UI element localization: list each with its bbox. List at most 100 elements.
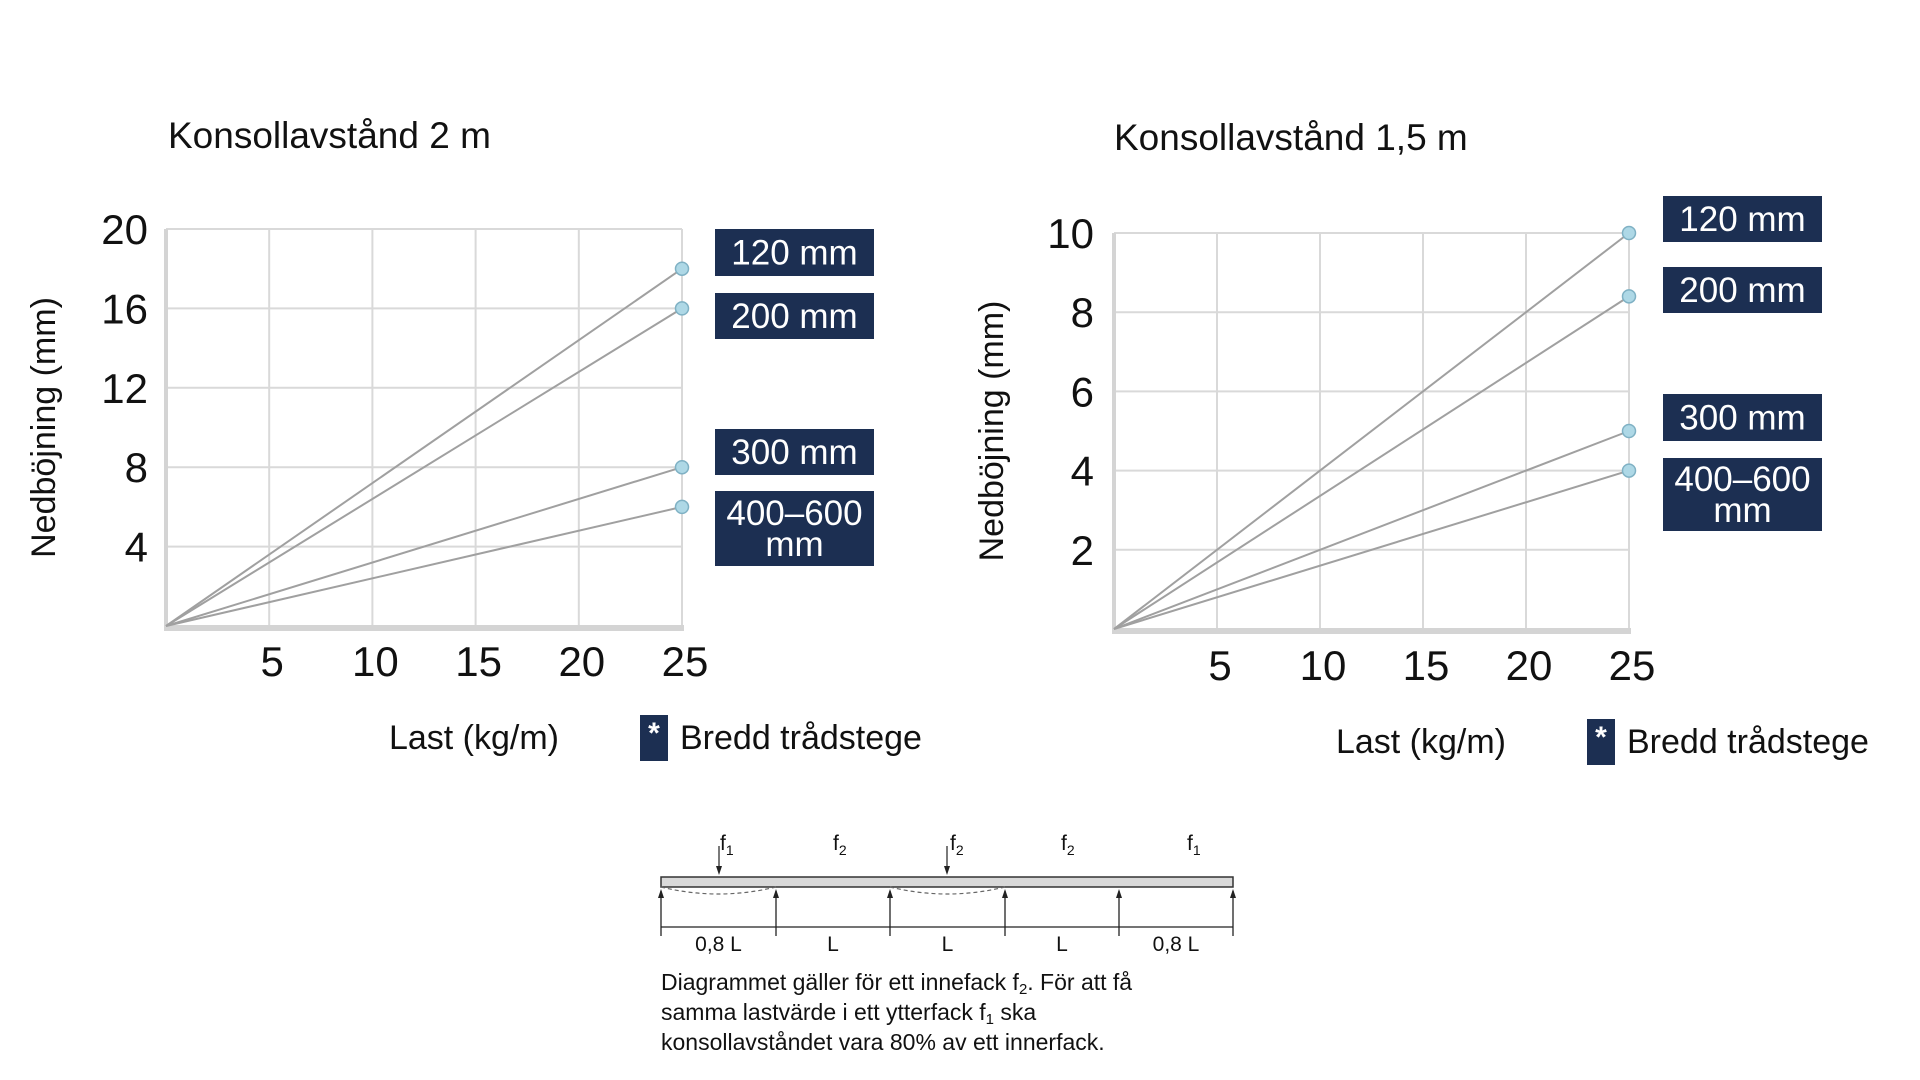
series-end-marker bbox=[674, 261, 690, 276]
series-label: 120 mm bbox=[1679, 200, 1805, 239]
footnote-text: Bredd trådstege bbox=[1627, 723, 1869, 761]
load-label: f1 bbox=[1187, 832, 1201, 858]
x-tick-label: 20 bbox=[558, 638, 605, 685]
series-label: 400–600 bbox=[726, 494, 862, 533]
series-label-box bbox=[715, 491, 874, 566]
series-label-box bbox=[715, 229, 874, 276]
footnote-marker-box bbox=[640, 715, 668, 761]
support-arrow-icon bbox=[887, 889, 893, 898]
chart-title: Konsollavstånd 1,5 m bbox=[1114, 117, 1468, 158]
y-tick-label: 10 bbox=[1047, 210, 1094, 257]
footnote-marker-box bbox=[1587, 719, 1615, 765]
chart-title: Konsollavstånd 2 m bbox=[168, 115, 491, 156]
y-axis-label: Nedböjning (mm) bbox=[25, 297, 63, 558]
series-line bbox=[1113, 295, 1630, 630]
load-label: f1 bbox=[720, 832, 734, 858]
x-tick-label: 10 bbox=[352, 638, 399, 685]
y-tick-label: 8 bbox=[125, 444, 148, 491]
series-end-marker bbox=[1621, 225, 1637, 241]
y-tick-label: 4 bbox=[1071, 448, 1094, 495]
x-tick-label: 5 bbox=[1208, 642, 1231, 689]
x-tick-label: 15 bbox=[1403, 642, 1450, 689]
deflection-curve bbox=[660, 886, 777, 895]
asterisk-icon: * bbox=[648, 717, 660, 750]
series-label-box bbox=[715, 429, 874, 475]
series-end-marker bbox=[1621, 463, 1637, 478]
load-label-sub: 1 bbox=[726, 842, 734, 858]
series-label: 120 mm bbox=[731, 234, 857, 273]
load-label: f2 bbox=[833, 832, 847, 858]
support-arrow-icon bbox=[773, 889, 779, 898]
span-label: L bbox=[827, 933, 839, 956]
deflection-curve bbox=[889, 886, 1006, 895]
series-label-box bbox=[1663, 267, 1822, 313]
load-label-base: f bbox=[720, 832, 726, 855]
y-tick-label: 16 bbox=[101, 285, 148, 332]
y-axis-label: Nedböjning (mm) bbox=[973, 301, 1011, 562]
series-label: 200 mm bbox=[1679, 271, 1805, 310]
series-label: 400–600 bbox=[1674, 460, 1810, 499]
span-label: 0,8 L bbox=[695, 933, 742, 956]
load-label-base: f bbox=[950, 832, 956, 855]
note-line-3: konsollavståndet vara 80% av ett innerfa… bbox=[661, 1029, 1105, 1055]
series-label: mm bbox=[1713, 491, 1771, 530]
span-label: L bbox=[1056, 933, 1068, 956]
series-line bbox=[1113, 430, 1630, 630]
note-line-1: Diagrammet gäller för ett innefack f2. F… bbox=[661, 969, 1133, 998]
span-label: L bbox=[942, 933, 954, 956]
x-tick-label: 25 bbox=[1609, 642, 1656, 689]
series-label-box bbox=[1663, 458, 1822, 531]
series-end-marker bbox=[674, 301, 690, 316]
load-label-sub: 2 bbox=[1067, 842, 1075, 858]
y-tick-label: 6 bbox=[1071, 368, 1094, 415]
diagram-note: Diagrammet gäller för ett innefack f2. F… bbox=[661, 967, 1261, 1057]
series-line bbox=[165, 466, 683, 627]
series-label: mm bbox=[765, 525, 823, 564]
y-tick-label: 4 bbox=[125, 524, 148, 571]
load-label: f2 bbox=[1061, 832, 1075, 858]
beam bbox=[660, 876, 1234, 888]
series-line bbox=[165, 505, 683, 627]
support-arrow-icon bbox=[1002, 889, 1008, 898]
support-arrow-icon bbox=[1116, 889, 1122, 898]
x-axis-label: Last (kg/m) bbox=[1336, 723, 1506, 761]
series-line bbox=[1113, 232, 1630, 630]
support-arrow-icon bbox=[1230, 889, 1236, 898]
series-line bbox=[1113, 469, 1630, 630]
series-end-marker bbox=[674, 459, 690, 475]
load-arrow-icon bbox=[716, 866, 722, 875]
y-tick-label: 2 bbox=[1071, 527, 1094, 574]
support-arrow-icon bbox=[658, 889, 664, 898]
series-end-marker bbox=[674, 499, 690, 515]
series-label: 300 mm bbox=[731, 433, 857, 472]
load-label-sub: 2 bbox=[839, 842, 847, 858]
y-tick-label: 8 bbox=[1071, 289, 1094, 336]
series-line bbox=[165, 267, 683, 627]
x-tick-label: 15 bbox=[455, 638, 502, 685]
series-line bbox=[165, 307, 683, 627]
x-tick-label: 5 bbox=[261, 638, 284, 685]
load-arrow-icon bbox=[944, 866, 950, 875]
series-end-marker bbox=[1621, 423, 1637, 439]
chart-konsollavstand-1-5m: Konsollavstånd 1,5 m 2 4 6 8 10 5 10 15 20 25 Nedbö… bbox=[973, 117, 1869, 765]
x-tick-label: 10 bbox=[1300, 642, 1347, 689]
chart-konsollavstand-2m: Konsollavstånd 2 m 4 8 12 16 20 5 10 15 20 25 Nedbö… bbox=[25, 115, 922, 761]
series-label: 300 mm bbox=[1679, 399, 1805, 438]
note-line-2: samma lastvärde i ett ytterfack f1 ska bbox=[661, 999, 1037, 1028]
series-end-marker bbox=[1621, 289, 1637, 304]
footnote-text: Bredd trådstege bbox=[680, 719, 922, 757]
load-label-sub: 1 bbox=[1193, 842, 1201, 858]
x-tick-label: 20 bbox=[1506, 642, 1553, 689]
load-label: f2 bbox=[950, 832, 964, 858]
beam-diagram: 0,8 L L L L 0,8 Lf1 f2 f2 f2 f1 bbox=[658, 832, 1236, 956]
y-tick-label: 20 bbox=[101, 206, 148, 253]
load-label-base: f bbox=[1187, 832, 1193, 855]
series-label-box bbox=[1663, 196, 1822, 242]
series-label-box bbox=[715, 293, 874, 339]
series-label-box bbox=[1663, 394, 1822, 441]
x-axis-label: Last (kg/m) bbox=[389, 719, 559, 757]
y-tick-label: 12 bbox=[101, 365, 148, 412]
load-label-base: f bbox=[833, 832, 839, 855]
load-label-sub: 2 bbox=[956, 842, 964, 858]
